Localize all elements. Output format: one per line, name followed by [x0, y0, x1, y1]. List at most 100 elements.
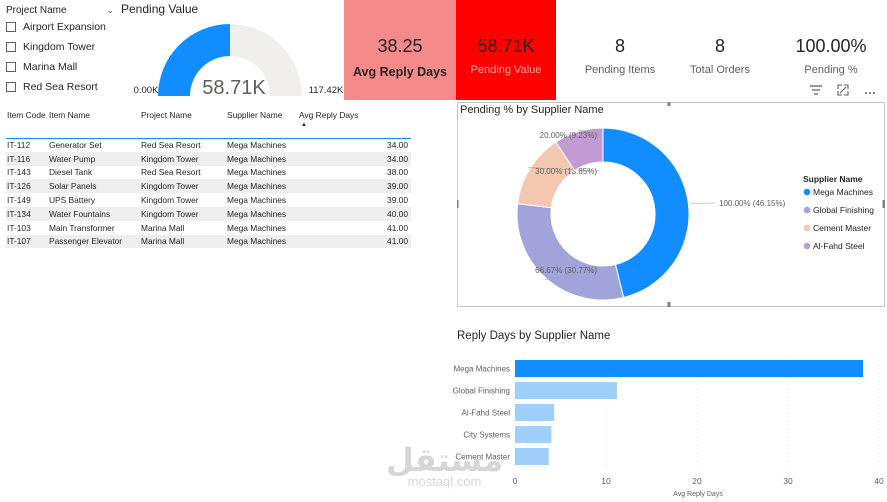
slicer-item[interactable]: Marina Mall	[6, 57, 114, 77]
table-cell: 39.00	[387, 195, 408, 206]
column-header[interactable]: Project Name	[140, 108, 226, 139]
slicer-header[interactable]: Project Name ⌄	[6, 3, 114, 17]
donut-slice[interactable]	[555, 127, 604, 172]
legend-entry[interactable]: Global Finishing	[813, 205, 874, 215]
table-cell: Water Pump	[48, 151, 140, 166]
gauge-max-label: 117.42K	[309, 85, 344, 96]
kpi-card-pending-items[interactable]: 8 Pending Items	[570, 0, 670, 100]
legend-marker	[803, 206, 811, 214]
x-axis-title: Avg Reply Days	[673, 491, 723, 498]
leader-line	[577, 129, 601, 136]
y-category-label: Al-Fahd Steel	[462, 409, 511, 418]
column-header[interactable]: Supplier Name	[226, 108, 298, 139]
table-cell: Marina Mall	[140, 234, 226, 249]
table-cell: Mega Machines	[226, 206, 298, 221]
checkbox[interactable]	[6, 42, 16, 52]
legend-entry[interactable]: Cement Master	[813, 223, 871, 233]
kpi-card-total-orders[interactable]: 8 Total Orders	[670, 0, 770, 100]
gauge-title: Pending Value	[121, 2, 199, 16]
table-cell: Solar Panels	[48, 179, 140, 194]
table-cell: Red Sea Resort	[141, 167, 201, 178]
legend-entry[interactable]: Mega Machines	[813, 187, 873, 197]
kpi-value: 38.25	[377, 36, 423, 56]
watermark-arabic: مستقل	[386, 441, 504, 479]
table-cell: Generator Set	[49, 140, 102, 151]
slicer-item[interactable]: Kingdom Tower	[6, 37, 114, 57]
bar[interactable]	[515, 448, 549, 465]
chevron-down-icon[interactable]: ⌄	[106, 4, 114, 15]
table-cell: Kingdom Tower	[140, 206, 226, 221]
table-cell: UPS Battery	[49, 195, 96, 206]
focus-mode-icon[interactable]	[837, 84, 849, 99]
legend-marker	[803, 188, 811, 196]
table-cell: Mega Machines	[227, 140, 287, 151]
bar[interactable]	[515, 426, 552, 443]
more-options-icon[interactable]	[864, 84, 876, 99]
slicer-item[interactable]: Red Sea Resort	[6, 77, 114, 97]
slicer-item-label: Airport Expansion	[23, 21, 106, 33]
bar[interactable]	[515, 404, 555, 421]
y-category-label: Global Finishing	[453, 387, 510, 396]
resize-handle[interactable]	[882, 200, 886, 208]
checkbox[interactable]	[6, 82, 16, 92]
table-cell: Mega Machines	[226, 234, 298, 249]
column-header[interactable]: Item Name	[48, 108, 140, 139]
slicer-item-label: Red Sea Resort	[23, 81, 98, 93]
resize-handle[interactable]	[667, 102, 671, 106]
table-cell: 41.00	[387, 222, 408, 233]
slicer-item-label: Kingdom Tower	[23, 41, 96, 53]
table-row[interactable]: IT-103 Main Transformer Marina Mall Mega Ma…	[6, 221, 411, 235]
bar[interactable]	[515, 382, 617, 399]
x-tick-label: 10	[601, 476, 611, 486]
resize-handle[interactable]	[667, 302, 671, 307]
kpi-label: Total Orders	[690, 64, 750, 76]
table-cell: IT-126	[6, 179, 48, 194]
legend-marker	[803, 224, 811, 232]
bar[interactable]	[515, 360, 864, 377]
x-tick-label: 0	[513, 476, 518, 486]
table-row[interactable]: IT-116 Water Pump Kingdom Tower Mega Machin…	[6, 151, 411, 166]
donut-slice[interactable]	[516, 203, 625, 301]
table-cell: 34.00	[298, 151, 411, 166]
table-cell: Mega Machines	[226, 151, 298, 166]
column-header-label: Avg Reply Days	[299, 110, 359, 120]
table-cell: Water Fountains	[48, 206, 140, 221]
pending-pct-donut-chart: 100.00% (46.15%) 66.67% (30.77%) 30.00% (1…	[457, 102, 885, 307]
table-row[interactable]: IT-126 Solar Panels Kingdom Tower Mega Mach…	[6, 179, 411, 194]
x-tick-label: 20	[692, 476, 702, 486]
legend-title: Supplier Name	[803, 174, 863, 184]
legend-entry[interactable]: Al-Fahd Steel	[813, 241, 865, 251]
table-cell: 41.00	[298, 234, 411, 249]
table-cell: Mega Machines	[227, 222, 287, 233]
kpi-card-pending-pct[interactable]: 100.00% Pending %	[780, 0, 882, 100]
table-cell: Kingdom Tower	[141, 195, 199, 206]
mostaql-watermark: مستقل mostaql.com	[386, 441, 504, 489]
kpi-card-pending-value[interactable]: 58.71K Pending Value	[456, 0, 556, 100]
table-row[interactable]: IT-107 Passenger Elevator Marina Mall Mega …	[6, 234, 411, 249]
table-cell: IT-134	[6, 206, 48, 221]
table-row[interactable]: IT-149 UPS Battery Kingdom Tower Mega Machi…	[6, 193, 411, 207]
slicer-title: Project Name	[6, 4, 67, 16]
table-row[interactable]: IT-143 Diesel Tank Red Sea Resort Mega Mach…	[6, 166, 411, 180]
table-cell: Main Transformer	[49, 222, 115, 233]
slice-data-label: 20.00% (9.23%)	[540, 131, 598, 140]
column-header-avg-reply-days[interactable]: Avg Reply Days ▲	[298, 108, 411, 139]
kpi-card-avg-reply-days[interactable]: 38.25 Avg Reply Days	[344, 0, 456, 100]
x-tick-label: 40	[874, 476, 884, 486]
watermark-latin: mostaql.com	[407, 474, 482, 489]
slicer-item[interactable]: Airport Expansion	[6, 17, 114, 37]
x-tick-label: 30	[783, 476, 793, 486]
table-row[interactable]: IT-112 Generator Set Red Sea Resort Mega Ma…	[6, 138, 411, 152]
filter-icon[interactable]	[810, 84, 822, 99]
column-header[interactable]: Item Code	[6, 108, 48, 139]
y-category-label: City Systems	[463, 431, 510, 440]
gauge-min-label: 0.00K	[134, 85, 159, 96]
project-slicer: Project Name ⌄ Airport Expansion Kingdom …	[6, 3, 114, 97]
table-row[interactable]: IT-134 Water Fountains Kingdom Tower Mega M…	[6, 206, 411, 221]
checkbox[interactable]	[6, 62, 16, 72]
slice-data-label: 30.00% (13.85%)	[535, 167, 597, 176]
donut-slice[interactable]	[602, 127, 690, 299]
visual-header-toolbar	[810, 84, 876, 99]
checkbox[interactable]	[6, 22, 16, 32]
resize-handle[interactable]	[457, 200, 459, 208]
